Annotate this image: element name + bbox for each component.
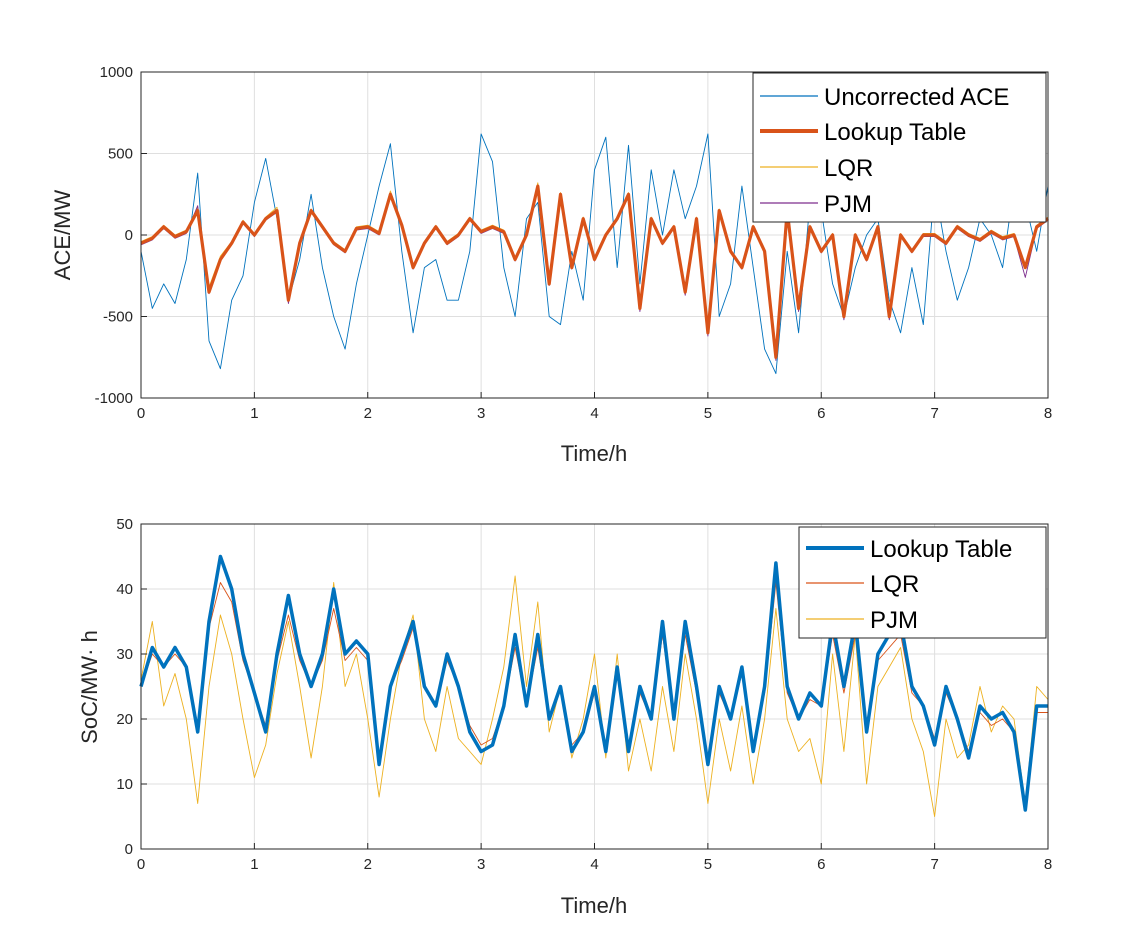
soc-y-ticks: 0 10 20 30 40 50 [116, 516, 147, 858]
soc-y-tick-label: 10 [116, 776, 133, 793]
ace-x-tick-label: 0 [137, 405, 145, 422]
soc-x-ticks: 0 1 2 3 4 5 6 7 8 [137, 843, 1052, 873]
soc-x-tick-label: 5 [704, 856, 712, 873]
ace-x-tick-label: 7 [930, 405, 938, 422]
soc-x-tick-label: 1 [250, 856, 258, 873]
ace-x-tick-label: 2 [364, 405, 372, 422]
soc-x-axis-label: Time/h [561, 893, 627, 918]
soc-legend: Lookup Table LQR PJM [798, 526, 1047, 639]
soc-y-axis-label: SoC/MW· h [77, 630, 102, 744]
soc-y-tick-label: 40 [116, 581, 133, 598]
soc-legend-label-lqr: LQR [870, 571, 919, 598]
ace-y-tick-label: 0 [125, 227, 133, 244]
soc-x-tick-label: 4 [590, 856, 598, 873]
ace-series-lookup-table [140, 184, 1049, 359]
soc-y-tick-label: 0 [125, 841, 133, 858]
soc-series-pjm [140, 575, 1049, 817]
ace-legend-label-lqr: LQR [824, 155, 873, 182]
soc-y-tick-label: 50 [116, 516, 133, 533]
ace-y-tick-label: -500 [103, 309, 133, 326]
soc-x-tick-label: 3 [477, 856, 485, 873]
soc-legend-label-pjm: PJM [870, 607, 918, 634]
ace-x-tick-label: 1 [250, 405, 258, 422]
ace-x-tick-label: 6 [817, 405, 825, 422]
ace-legend-label-pjm: PJM [824, 191, 872, 218]
soc-axes: 0 1 2 3 4 5 6 7 8 0 10 20 30 40 50 Time/h SoC/MW· h L… [77, 516, 1052, 918]
ace-legend-label-uncorrected: Uncorrected ACE [824, 84, 1009, 111]
ace-y-tick-label: 500 [108, 146, 133, 163]
ace-y-tick-label: 1000 [100, 64, 133, 81]
soc-x-tick-label: 0 [137, 856, 145, 873]
soc-x-tick-label: 8 [1044, 856, 1052, 873]
soc-x-tick-label: 6 [817, 856, 825, 873]
ace-x-tick-label: 8 [1044, 405, 1052, 422]
ace-axes: 0 1 2 3 4 5 6 7 8 -1000 -500 0 500 1000 Time/h ACE/M… [50, 64, 1052, 466]
soc-x-tick-label: 7 [930, 856, 938, 873]
ace-y-tick-label: -1000 [95, 390, 133, 407]
ace-series [140, 133, 1049, 375]
ace-x-tick-label: 4 [590, 405, 598, 422]
soc-y-tick-label: 30 [116, 646, 133, 663]
ace-legend-label-lookup: Lookup Table [824, 119, 966, 146]
ace-legend-box [752, 72, 1047, 223]
ace-x-ticks: 0 1 2 3 4 5 6 7 8 [137, 392, 1052, 422]
ace-y-axis-label: ACE/MW [50, 190, 75, 281]
soc-legend-label-lookup: Lookup Table [870, 536, 1012, 563]
soc-y-tick-label: 20 [116, 711, 133, 728]
ace-x-tick-label: 3 [477, 405, 485, 422]
ace-x-axis-label: Time/h [561, 441, 627, 466]
ace-legend: Uncorrected ACE Lookup Table LQR PJM [752, 72, 1047, 223]
ace-x-tick-label: 5 [704, 405, 712, 422]
soc-x-tick-label: 2 [364, 856, 372, 873]
ace-y-ticks: -1000 -500 0 500 1000 [95, 64, 147, 407]
